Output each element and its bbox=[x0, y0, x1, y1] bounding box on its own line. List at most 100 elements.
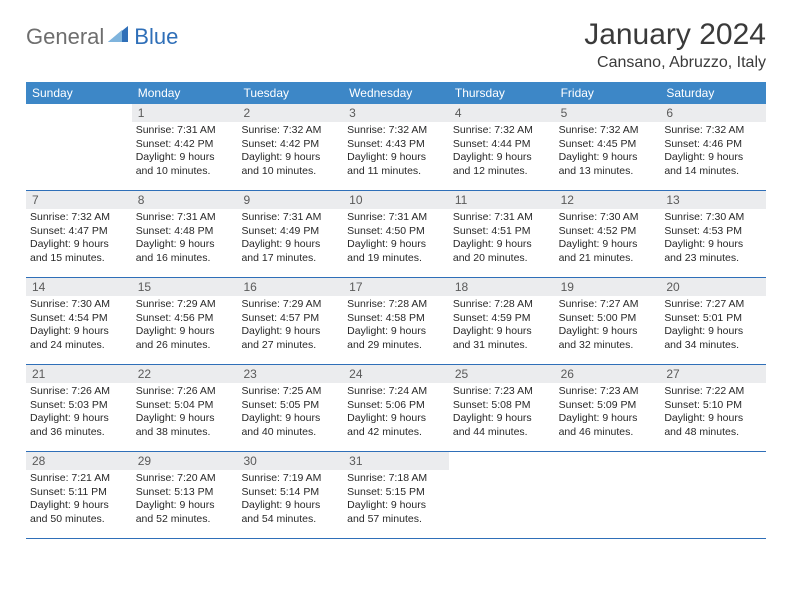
sunset-line: Sunset: 5:00 PM bbox=[559, 312, 657, 326]
sunrise-line: Sunrise: 7:30 AM bbox=[664, 211, 762, 225]
daylight-line: Daylight: 9 hours and 10 minutes. bbox=[136, 151, 234, 178]
day-number: 25 bbox=[449, 365, 555, 383]
sunrise-line: Sunrise: 7:18 AM bbox=[347, 472, 445, 486]
sunrise-line: Sunrise: 7:19 AM bbox=[241, 472, 339, 486]
day-number: 30 bbox=[237, 452, 343, 470]
sunset-line: Sunset: 5:11 PM bbox=[30, 486, 128, 500]
sunrise-line: Sunrise: 7:26 AM bbox=[136, 385, 234, 399]
day-cell: 24Sunrise: 7:24 AMSunset: 5:06 PMDayligh… bbox=[343, 365, 449, 451]
day-cell: 10Sunrise: 7:31 AMSunset: 4:50 PMDayligh… bbox=[343, 191, 449, 277]
sunrise-line: Sunrise: 7:31 AM bbox=[136, 124, 234, 138]
page-header: General Blue January 2024 Cansano, Abruz… bbox=[26, 18, 766, 72]
day-number: 17 bbox=[343, 278, 449, 296]
day-cell: 29Sunrise: 7:20 AMSunset: 5:13 PMDayligh… bbox=[132, 452, 238, 538]
week-row: 1Sunrise: 7:31 AMSunset: 4:42 PMDaylight… bbox=[26, 104, 766, 191]
location-label: Cansano, Abruzzo, Italy bbox=[584, 54, 766, 72]
day-number: 9 bbox=[237, 191, 343, 209]
day-details: Sunrise: 7:25 AMSunset: 5:05 PMDaylight:… bbox=[237, 383, 343, 446]
day-cell: 25Sunrise: 7:23 AMSunset: 5:08 PMDayligh… bbox=[449, 365, 555, 451]
day-cell: 11Sunrise: 7:31 AMSunset: 4:51 PMDayligh… bbox=[449, 191, 555, 277]
sunrise-line: Sunrise: 7:29 AM bbox=[136, 298, 234, 312]
daylight-line: Daylight: 9 hours and 36 minutes. bbox=[30, 412, 128, 439]
day-cell bbox=[555, 452, 661, 538]
day-number: 14 bbox=[26, 278, 132, 296]
day-number: 19 bbox=[555, 278, 661, 296]
day-cell: 30Sunrise: 7:19 AMSunset: 5:14 PMDayligh… bbox=[237, 452, 343, 538]
sunset-line: Sunset: 5:10 PM bbox=[664, 399, 762, 413]
sunset-line: Sunset: 4:59 PM bbox=[453, 312, 551, 326]
sunrise-line: Sunrise: 7:25 AM bbox=[241, 385, 339, 399]
sunset-line: Sunset: 4:42 PM bbox=[136, 138, 234, 152]
day-cell: 4Sunrise: 7:32 AMSunset: 4:44 PMDaylight… bbox=[449, 104, 555, 190]
daylight-line: Daylight: 9 hours and 20 minutes. bbox=[453, 238, 551, 265]
sunrise-line: Sunrise: 7:29 AM bbox=[241, 298, 339, 312]
sunrise-line: Sunrise: 7:28 AM bbox=[347, 298, 445, 312]
dow-cell: Wednesday bbox=[343, 82, 449, 104]
month-title: January 2024 bbox=[584, 18, 766, 52]
sunrise-line: Sunrise: 7:31 AM bbox=[453, 211, 551, 225]
day-number: 3 bbox=[343, 104, 449, 122]
day-number: 10 bbox=[343, 191, 449, 209]
sunset-line: Sunset: 5:09 PM bbox=[559, 399, 657, 413]
day-cell: 27Sunrise: 7:22 AMSunset: 5:10 PMDayligh… bbox=[660, 365, 766, 451]
sunrise-line: Sunrise: 7:23 AM bbox=[559, 385, 657, 399]
day-cell: 13Sunrise: 7:30 AMSunset: 4:53 PMDayligh… bbox=[660, 191, 766, 277]
sunset-line: Sunset: 4:43 PM bbox=[347, 138, 445, 152]
day-number: 13 bbox=[660, 191, 766, 209]
dow-cell: Friday bbox=[555, 82, 661, 104]
brand-text-right: Blue bbox=[134, 24, 178, 50]
daylight-line: Daylight: 9 hours and 40 minutes. bbox=[241, 412, 339, 439]
sunset-line: Sunset: 5:06 PM bbox=[347, 399, 445, 413]
sunrise-line: Sunrise: 7:28 AM bbox=[453, 298, 551, 312]
day-cell: 6Sunrise: 7:32 AMSunset: 4:46 PMDaylight… bbox=[660, 104, 766, 190]
sunset-line: Sunset: 5:03 PM bbox=[30, 399, 128, 413]
daylight-line: Daylight: 9 hours and 48 minutes. bbox=[664, 412, 762, 439]
day-number bbox=[555, 452, 661, 470]
day-cell bbox=[660, 452, 766, 538]
sunset-line: Sunset: 5:04 PM bbox=[136, 399, 234, 413]
day-details: Sunrise: 7:32 AMSunset: 4:47 PMDaylight:… bbox=[26, 209, 132, 272]
day-details: Sunrise: 7:26 AMSunset: 5:03 PMDaylight:… bbox=[26, 383, 132, 446]
day-number: 31 bbox=[343, 452, 449, 470]
daylight-line: Daylight: 9 hours and 26 minutes. bbox=[136, 325, 234, 352]
day-cell: 12Sunrise: 7:30 AMSunset: 4:52 PMDayligh… bbox=[555, 191, 661, 277]
day-details: Sunrise: 7:28 AMSunset: 4:59 PMDaylight:… bbox=[449, 296, 555, 359]
sunrise-line: Sunrise: 7:32 AM bbox=[347, 124, 445, 138]
day-details: Sunrise: 7:30 AMSunset: 4:54 PMDaylight:… bbox=[26, 296, 132, 359]
daylight-line: Daylight: 9 hours and 34 minutes. bbox=[664, 325, 762, 352]
day-details: Sunrise: 7:29 AMSunset: 4:56 PMDaylight:… bbox=[132, 296, 238, 359]
day-details: Sunrise: 7:32 AMSunset: 4:43 PMDaylight:… bbox=[343, 122, 449, 185]
daylight-line: Daylight: 9 hours and 10 minutes. bbox=[241, 151, 339, 178]
day-cell: 7Sunrise: 7:32 AMSunset: 4:47 PMDaylight… bbox=[26, 191, 132, 277]
day-number bbox=[26, 104, 132, 122]
day-details: Sunrise: 7:24 AMSunset: 5:06 PMDaylight:… bbox=[343, 383, 449, 446]
day-number: 11 bbox=[449, 191, 555, 209]
daylight-line: Daylight: 9 hours and 44 minutes. bbox=[453, 412, 551, 439]
week-row: 7Sunrise: 7:32 AMSunset: 4:47 PMDaylight… bbox=[26, 191, 766, 278]
sunset-line: Sunset: 5:15 PM bbox=[347, 486, 445, 500]
sunrise-line: Sunrise: 7:21 AM bbox=[30, 472, 128, 486]
sunset-line: Sunset: 5:13 PM bbox=[136, 486, 234, 500]
day-cell: 8Sunrise: 7:31 AMSunset: 4:48 PMDaylight… bbox=[132, 191, 238, 277]
dow-cell: Saturday bbox=[660, 82, 766, 104]
brand-triangle-icon bbox=[108, 24, 130, 42]
header-right: January 2024 Cansano, Abruzzo, Italy bbox=[584, 18, 766, 72]
sunrise-line: Sunrise: 7:31 AM bbox=[347, 211, 445, 225]
daylight-line: Daylight: 9 hours and 19 minutes. bbox=[347, 238, 445, 265]
day-cell: 22Sunrise: 7:26 AMSunset: 5:04 PMDayligh… bbox=[132, 365, 238, 451]
sunset-line: Sunset: 5:08 PM bbox=[453, 399, 551, 413]
day-number: 4 bbox=[449, 104, 555, 122]
daylight-line: Daylight: 9 hours and 29 minutes. bbox=[347, 325, 445, 352]
day-cell: 17Sunrise: 7:28 AMSunset: 4:58 PMDayligh… bbox=[343, 278, 449, 364]
sunrise-line: Sunrise: 7:27 AM bbox=[559, 298, 657, 312]
brand-text-left: General bbox=[26, 24, 104, 50]
day-cell: 9Sunrise: 7:31 AMSunset: 4:49 PMDaylight… bbox=[237, 191, 343, 277]
day-details: Sunrise: 7:27 AMSunset: 5:01 PMDaylight:… bbox=[660, 296, 766, 359]
sunrise-line: Sunrise: 7:32 AM bbox=[559, 124, 657, 138]
sunset-line: Sunset: 4:49 PM bbox=[241, 225, 339, 239]
sunset-line: Sunset: 4:42 PM bbox=[241, 138, 339, 152]
day-number: 2 bbox=[237, 104, 343, 122]
dow-cell: Sunday bbox=[26, 82, 132, 104]
sunset-line: Sunset: 4:52 PM bbox=[559, 225, 657, 239]
day-details: Sunrise: 7:31 AMSunset: 4:51 PMDaylight:… bbox=[449, 209, 555, 272]
